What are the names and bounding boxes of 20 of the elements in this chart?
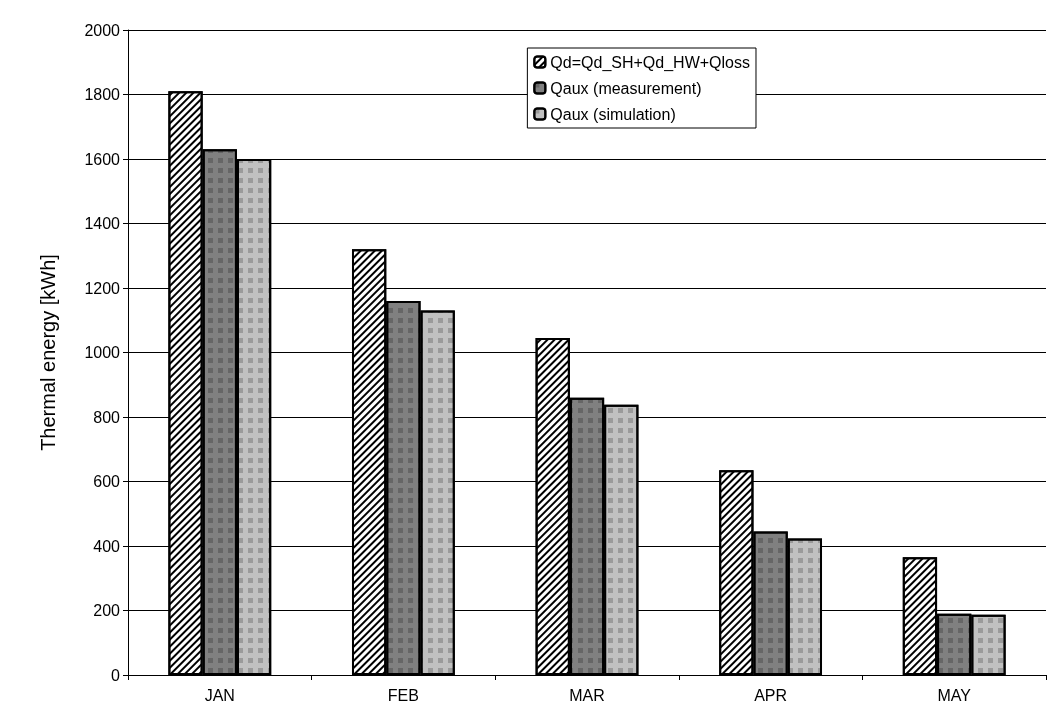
y-tick-label: 1800 xyxy=(84,86,121,103)
y-axis-title: Thermal energy [kWh] xyxy=(37,254,59,451)
y-tick-label: 400 xyxy=(93,537,121,555)
x-tick-label: MAY xyxy=(937,686,972,704)
legend-label: Qaux (measurement) xyxy=(550,79,702,97)
x-tick-label: APR xyxy=(754,686,788,704)
y-tick-label: 800 xyxy=(93,408,121,426)
y-tick-label: 600 xyxy=(93,473,121,490)
y-tick-label: 200 xyxy=(93,602,121,619)
legend-label: Qaux (simulation) xyxy=(550,105,676,123)
x-tick-label: JAN xyxy=(204,686,235,704)
x-tick-label: MAR xyxy=(569,686,605,704)
y-tick-label: 1000 xyxy=(84,344,121,361)
x-tick-label: FEB xyxy=(387,686,419,704)
legend-label: Qd=Qd_SH+Qd_HW+Qloss xyxy=(550,53,750,72)
y-tick-label: 1400 xyxy=(84,215,121,232)
y-tick-label: 0 xyxy=(111,666,121,684)
y-tick-label: 1600 xyxy=(84,150,121,168)
y-tick-label: 2000 xyxy=(84,21,121,39)
y-tick-label: 1200 xyxy=(84,279,121,297)
